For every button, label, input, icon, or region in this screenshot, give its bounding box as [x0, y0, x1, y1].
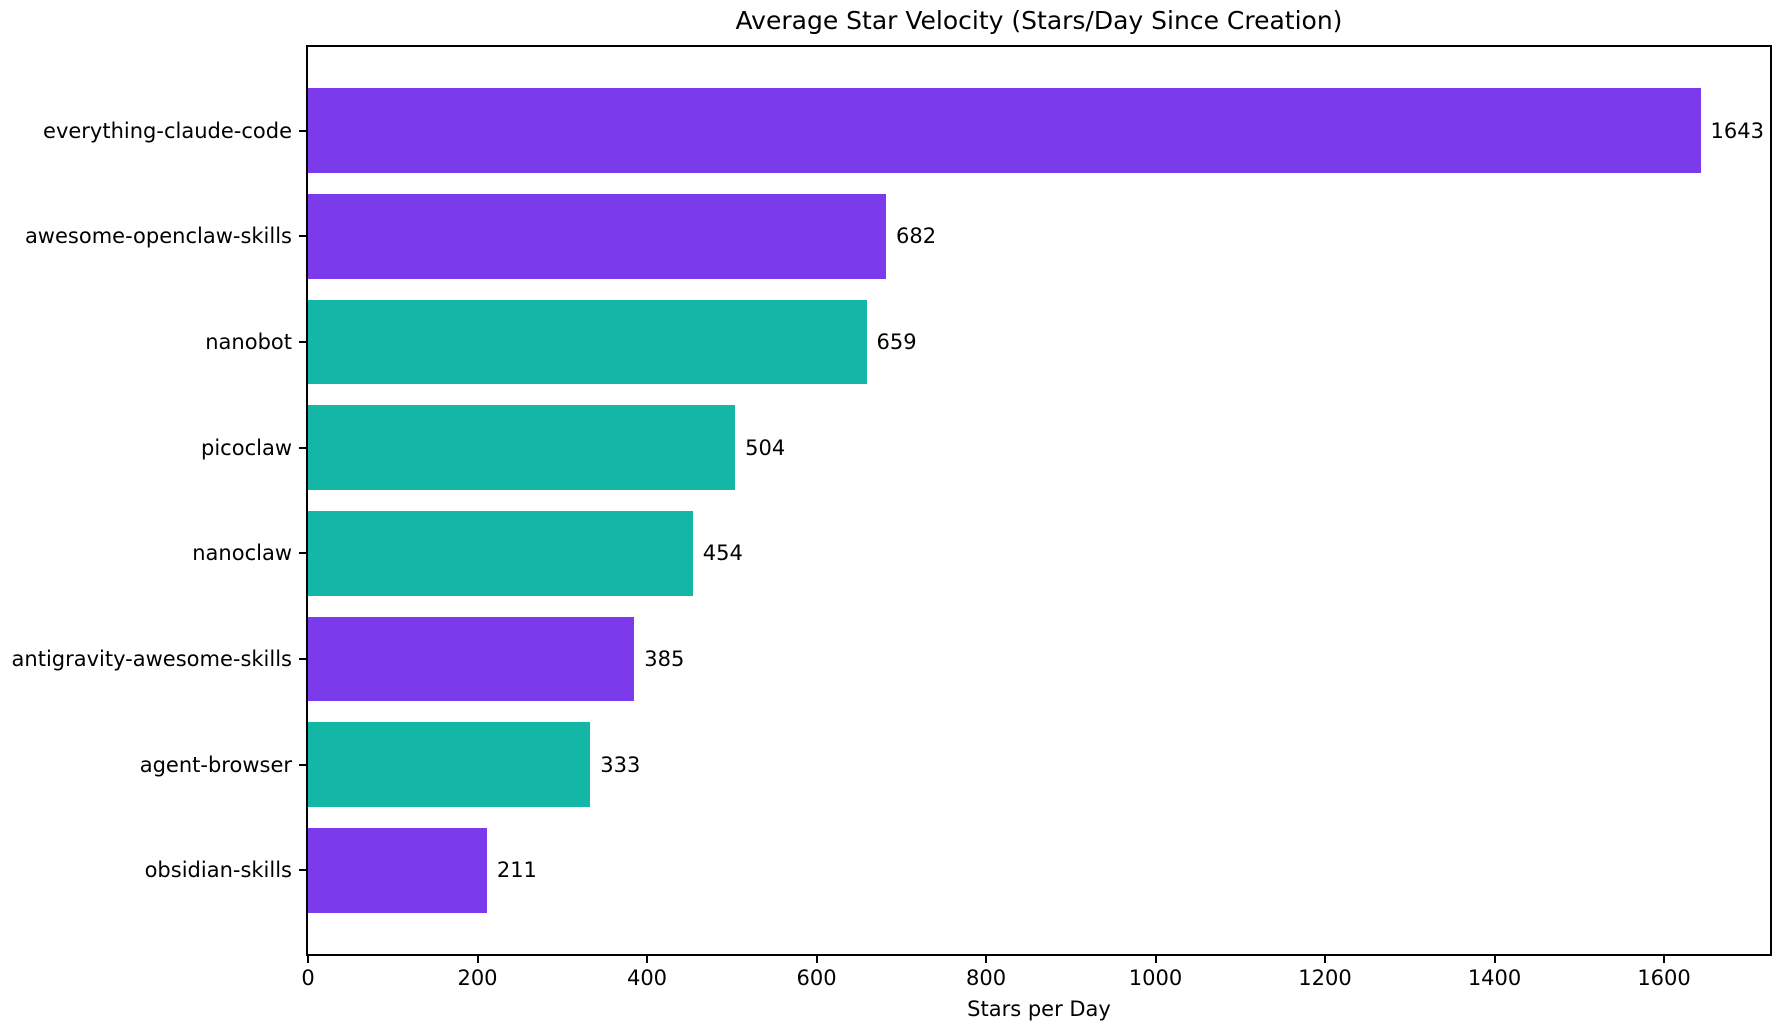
x-tick-mark: [646, 956, 648, 963]
x-axis-tick-label: 1600: [1637, 966, 1691, 990]
y-axis-tick-label: awesome-openclaw-skills: [24, 224, 292, 249]
y-tick-mark: [299, 552, 306, 555]
y-tick-mark: [299, 235, 306, 238]
x-axis-tick-label: 400: [626, 966, 668, 990]
bar-value-label: 682: [896, 224, 937, 249]
y-tick-mark: [299, 763, 306, 766]
plot-area: Stars per Day 1643 everything-claude-code…: [12, 45, 1772, 1021]
y-axis-tick-label: antigravity-awesome-skills: [11, 647, 292, 672]
x-tick-mark: [1324, 956, 1327, 963]
bar-value-label: 454: [702, 541, 743, 566]
x-tick-mark: [1493, 956, 1496, 963]
x-tick-mark: [476, 956, 479, 963]
bar-agent-browser: [308, 722, 591, 808]
x-axis-tick-label: 1400: [1467, 966, 1522, 990]
bar-value-label: 1643: [1710, 118, 1764, 143]
bar-obsidian-skills: [308, 828, 487, 913]
bar-awesome-openclaw-skills: [308, 193, 887, 279]
y-tick-mark: [299, 446, 306, 449]
y-axis-tick-label: picoclaw: [201, 435, 292, 460]
bar-picoclaw: [308, 405, 736, 490]
y-tick-mark: [299, 869, 306, 872]
x-axis-tick-label: 1200: [1298, 966, 1352, 990]
x-axis-tick-label: 800: [965, 966, 1007, 990]
y-tick-mark: [299, 340, 306, 343]
x-tick-mark: [815, 956, 818, 963]
y-tick-mark: [299, 129, 306, 132]
x-tick-mark: [1154, 956, 1157, 963]
bar-value-label: 385: [644, 647, 685, 672]
bar-value-label: 333: [600, 752, 641, 777]
x-axis-tick-label: 200: [457, 966, 498, 990]
bar-value-label: 504: [745, 435, 786, 460]
y-tick-mark: [299, 658, 306, 661]
y-axis-tick-label: nanoclaw: [192, 541, 292, 566]
bar-everything-claude-code: [308, 88, 1701, 173]
x-axis-title: Stars per Day: [967, 997, 1111, 1021]
y-axis-tick-label: obsidian-skills: [144, 858, 292, 883]
bar-nanobot: [308, 299, 867, 385]
x-tick-mark: [307, 956, 309, 963]
y-axis-tick-label: everything-claude-code: [43, 118, 292, 143]
y-axis-tick-label: agent-browser: [139, 752, 292, 777]
bar-value-label: 659: [876, 329, 917, 354]
x-axis-tick-label: 600: [796, 966, 837, 990]
x-axis-tick-label: 1000: [1128, 966, 1183, 990]
x-tick-mark: [985, 956, 988, 963]
x-axis-tick-label: 0: [301, 966, 315, 990]
chart-title: Average Star Velocity (Stars/Day Since C…: [735, 6, 1343, 35]
y-axis-tick-label: nanobot: [205, 329, 292, 354]
x-tick-mark: [1663, 956, 1666, 963]
bar-antigravity-awesome-skills: [308, 616, 635, 702]
bar-value-label: 211: [496, 858, 537, 883]
bar-nanoclaw: [308, 511, 693, 596]
